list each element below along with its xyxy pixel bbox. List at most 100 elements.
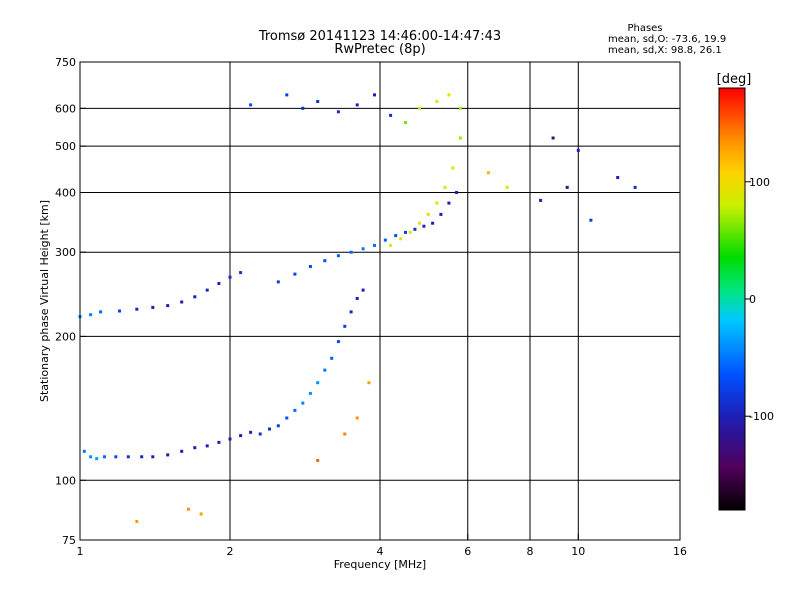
data-point <box>576 148 580 152</box>
data-point <box>293 408 297 412</box>
data-point <box>404 230 407 234</box>
data-point <box>361 288 365 292</box>
data-point <box>551 136 555 140</box>
data-point <box>205 444 209 448</box>
x-tick-label: 6 <box>464 545 471 558</box>
colorbar-tick-label: 0 <box>749 293 756 306</box>
colorbar-tick-label: 100 <box>749 176 770 189</box>
data-point <box>217 440 221 444</box>
x-tick-label: 16 <box>673 545 687 558</box>
phases-o-stats: mean, sd,O: -73.6, 19.9 <box>608 34 726 45</box>
data-point <box>193 295 197 299</box>
x-tick-label: 2 <box>227 545 234 558</box>
data-point <box>276 424 280 428</box>
data-point <box>316 100 320 103</box>
data-point <box>89 313 93 317</box>
data-point <box>166 453 170 457</box>
data-point <box>399 237 403 241</box>
y-tick-label: 100 <box>55 474 76 487</box>
y-tick-label: 500 <box>55 140 76 153</box>
data-point <box>505 185 509 189</box>
data-point <box>343 324 347 328</box>
data-point <box>616 176 620 179</box>
data-point <box>239 271 243 275</box>
data-point <box>249 103 253 107</box>
data-point <box>301 106 305 110</box>
data-point <box>193 446 197 450</box>
data-point <box>151 305 155 309</box>
data-point <box>355 103 359 107</box>
data-point <box>565 185 569 189</box>
y-axis-label: Stationary phase Virtual Height [km] <box>38 200 51 402</box>
data-point <box>82 449 86 453</box>
y-tick-label: 75 <box>62 534 76 547</box>
data-point <box>447 93 451 97</box>
data-point <box>151 455 155 459</box>
x-axis-label: Frequency [MHz] <box>334 558 426 571</box>
data-point <box>228 275 232 279</box>
data-point <box>422 224 426 228</box>
x-tick-label: 10 <box>571 545 585 558</box>
data-point <box>330 356 334 360</box>
data-point <box>217 282 221 285</box>
data-point <box>205 288 209 292</box>
y-tick-label: 300 <box>55 246 76 259</box>
data-point <box>99 310 103 314</box>
data-point <box>455 191 459 194</box>
colorbar <box>718 87 746 511</box>
data-point <box>343 432 347 436</box>
grid-lines <box>80 62 680 540</box>
data-points <box>78 93 637 523</box>
data-point <box>435 201 439 205</box>
data-point <box>418 221 421 225</box>
data-point <box>166 304 170 308</box>
axis-ticks: 1 2 4 6 8 10 16 75 100 200 300 400 500 600 750 <box>55 56 687 558</box>
y-tick-label: 750 <box>55 56 76 69</box>
data-point <box>308 391 312 395</box>
x-tick-label: 4 <box>377 545 384 558</box>
y-tick-label: 200 <box>55 330 76 343</box>
data-point <box>439 212 443 216</box>
data-point <box>426 212 430 216</box>
data-point <box>408 230 412 234</box>
data-point <box>239 434 243 438</box>
data-point <box>389 113 393 117</box>
data-point <box>323 368 327 372</box>
data-point <box>458 136 462 140</box>
data-point <box>383 238 387 242</box>
data-point <box>228 437 232 441</box>
data-point <box>95 457 99 461</box>
data-point <box>114 455 118 459</box>
colorbar-ticks: 100 0 -100 <box>745 176 774 423</box>
data-point <box>589 218 593 222</box>
colorbar-tick-label: -100 <box>749 410 774 423</box>
data-point <box>308 265 312 268</box>
data-point <box>249 430 253 434</box>
data-point <box>349 250 353 254</box>
data-point <box>336 110 340 114</box>
x-tick-label: 8 <box>527 545 534 558</box>
data-point <box>418 106 421 110</box>
data-point <box>293 272 297 276</box>
data-point <box>301 401 305 405</box>
data-point <box>404 121 407 125</box>
data-point <box>135 520 139 523</box>
data-point <box>180 449 184 453</box>
data-point <box>323 259 327 263</box>
data-point <box>89 455 93 459</box>
data-point <box>103 455 106 459</box>
data-point <box>431 221 435 225</box>
chart-subtitle: RwPretec (8p) <box>334 42 425 57</box>
phases-x-stats: mean, sd,X: 98.8, 26.1 <box>608 45 722 56</box>
data-point <box>258 432 262 436</box>
data-point <box>486 171 490 175</box>
data-point <box>285 93 289 97</box>
data-point <box>373 93 376 97</box>
data-point <box>349 310 353 314</box>
colorbar-label: [deg] <box>717 72 752 87</box>
data-point <box>285 416 289 420</box>
data-point <box>180 300 184 304</box>
data-point <box>435 100 439 103</box>
chart-title: Tromsø 20141123 14:46:00-14:47:43 <box>258 29 501 44</box>
